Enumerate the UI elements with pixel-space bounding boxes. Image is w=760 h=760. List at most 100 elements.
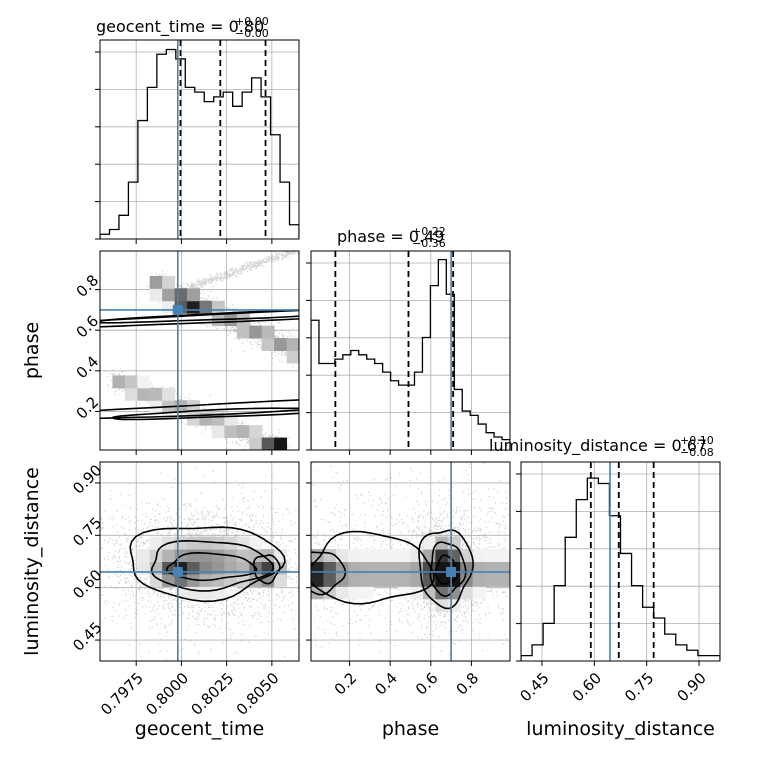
density-cell [435,536,449,550]
density-cell [211,573,225,587]
x-tick-label: 0.8 [453,669,483,699]
density-cell [435,598,449,612]
frame-layer [95,39,721,666]
density-cell [236,325,250,339]
density-cell [385,549,399,562]
x-tick-label: 0.8025 [188,669,238,719]
density-cell [360,586,374,600]
density-cell [187,549,200,562]
density-cell [460,586,474,600]
density-cell [211,425,225,439]
contour-line [100,309,299,324]
contour-line [311,551,347,596]
x-axis-label-geocent_time: geocent_time [135,718,264,740]
y-tick-label: 0.8 [73,271,103,301]
contour-line [418,529,474,610]
density-cell [236,573,250,587]
density-cell [199,549,213,562]
density-cell [149,288,163,302]
density-cell [249,536,263,550]
density-cell [199,300,213,314]
panel-title-upper-error: +0.10 [680,434,714,447]
density-cell [236,313,250,327]
density-cell [112,375,126,389]
panel-title-upper-error: +0.22 [412,225,446,238]
histogram-geocent_time [100,48,299,239]
density-cell [373,549,387,562]
density-cell [497,549,510,562]
density-cell [187,536,200,550]
density-cell [137,387,151,401]
density-cell [174,288,188,302]
density-cell [274,338,288,351]
density-cell [162,288,176,302]
density-cell [497,573,510,587]
density-cell [236,425,250,439]
density-cell [236,549,250,562]
density-cell [211,549,225,562]
density-cell [435,586,449,600]
density-cell [249,425,263,439]
x-tick-label: 0.90 [673,669,709,705]
density-cell [398,549,411,562]
x-tick-label: 0.8000 [142,669,192,719]
density-cell [286,350,299,364]
density-cell [335,586,349,600]
density-cell [211,300,225,314]
x-tick-label: 0.7975 [97,669,147,719]
density-cell [460,573,474,587]
density-cell [162,387,176,401]
contour-line [165,551,258,582]
contour-line [111,407,299,421]
x-tick-label: 0.45 [516,669,552,705]
density-cell [124,375,138,389]
y-axis-label-luminosity_distance: luminosity_distance [21,467,43,656]
density-cell [447,536,461,550]
panel-title-lower-error: −0.00 [235,27,269,40]
x-tick-label: 0.8050 [233,669,283,719]
density-cell [261,437,275,450]
density-cell [187,412,200,426]
density-cell [187,586,200,600]
contour-line [150,539,275,592]
density-cell [398,586,411,600]
contour-line [311,530,436,605]
density-cell [360,573,374,587]
x-tick-label: 0.2 [331,669,361,699]
density-cell [199,586,213,600]
panel-title-lower-error: −0.36 [412,237,446,250]
density-cell [274,437,288,450]
truth-marker [172,304,183,315]
density-cell [149,387,163,401]
density-cell [261,325,275,339]
density-cell [162,573,176,587]
density-cell [472,586,486,600]
density-cell [410,549,424,562]
density-cell [323,586,337,600]
density-cell [472,573,486,587]
density-cell [485,573,499,587]
panel-frame [310,461,511,662]
sample-points [106,251,299,450]
density-cell [149,573,163,587]
x-axis-label-phase: phase [382,718,439,740]
panel-frame [520,461,721,662]
density-cell [137,375,151,389]
panel-title-geocent_time: geocent_time = 0.80 [96,17,264,37]
density-cell [274,573,288,587]
panel-title-upper-error: +0.00 [235,15,269,28]
histogram-luminosity_distance [521,477,720,661]
panel-frame [99,39,300,240]
panel-frame [99,250,300,451]
density-cell [149,536,163,550]
density-cell [323,573,337,587]
density-cell [348,573,362,587]
density-cell [348,549,362,562]
x-tick-label: 0.6 [412,669,442,699]
density-cell [174,536,188,550]
x-tick-label: 0.75 [621,669,657,705]
density-panel-phase-luminosity_distance [311,462,510,661]
density-cell [398,573,411,587]
truth-marker [172,566,183,577]
